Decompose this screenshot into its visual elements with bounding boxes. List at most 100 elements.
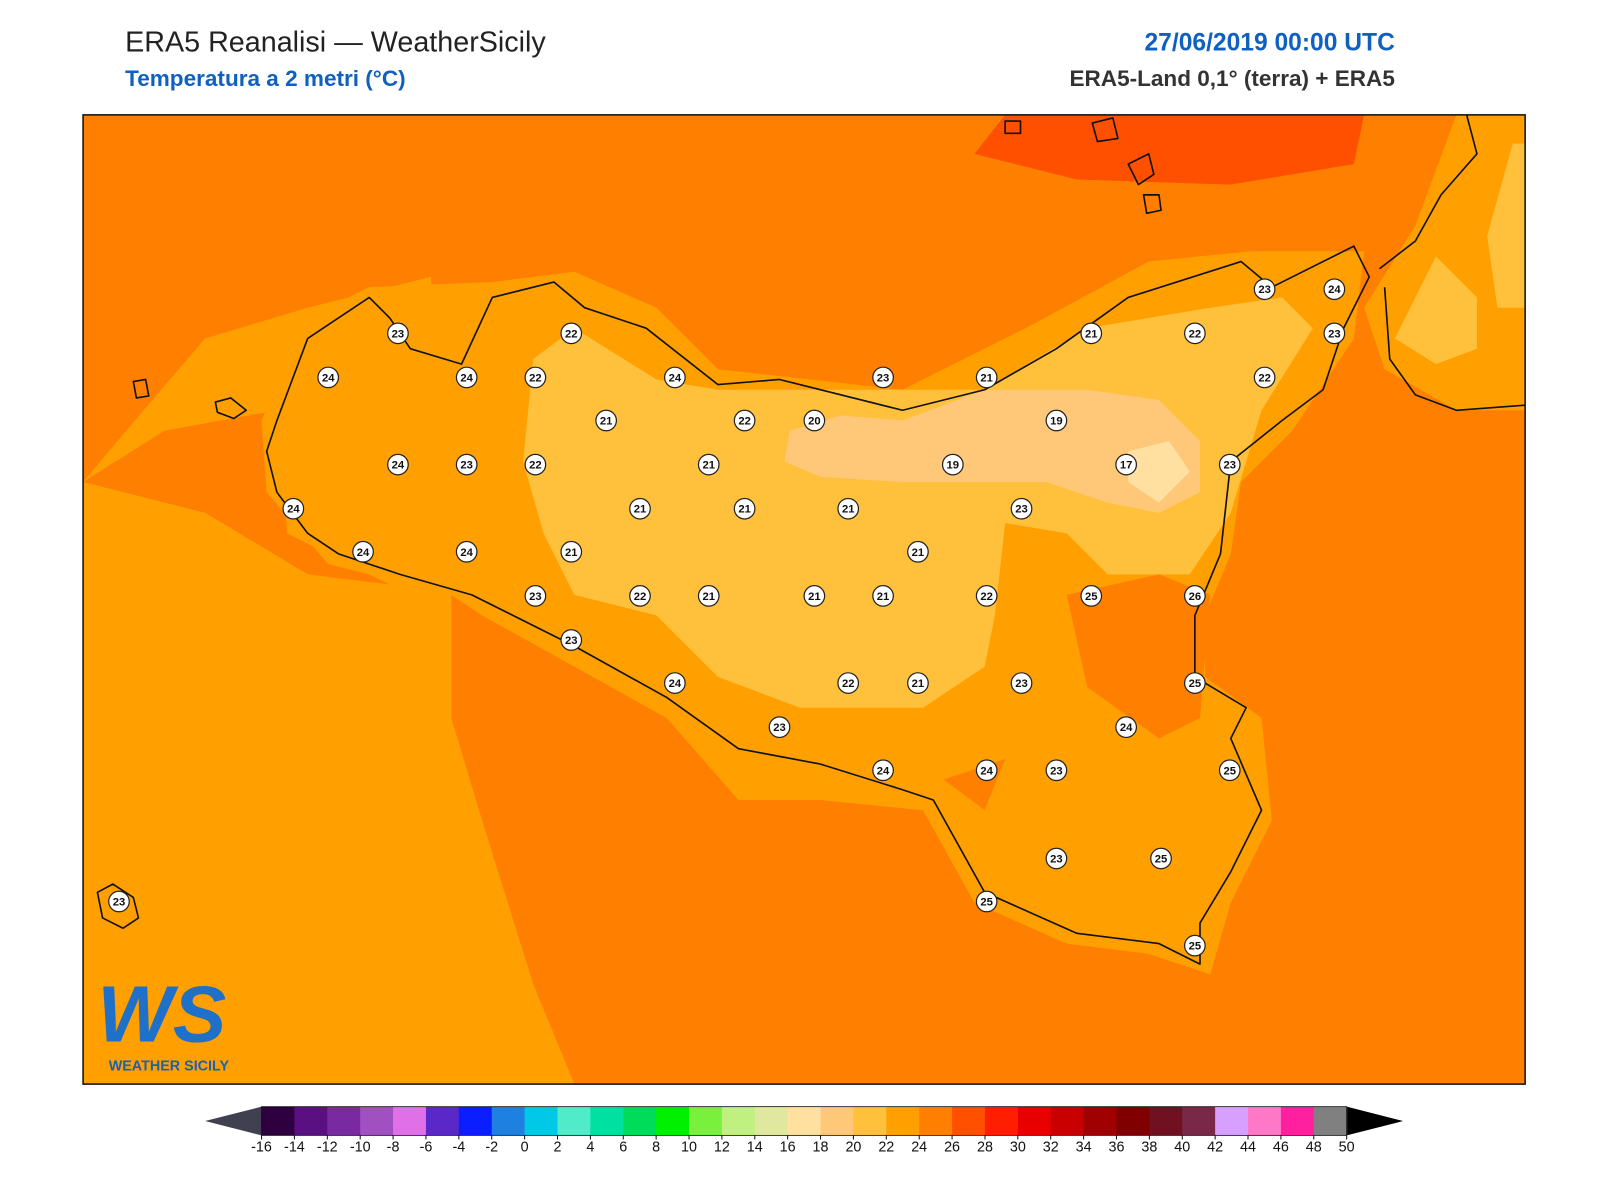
colorbar-box [1017, 1106, 1052, 1136]
station-value: 22 [565, 328, 578, 340]
station-value: 23 [113, 897, 126, 909]
station-marker [907, 540, 929, 563]
colorbar-tick-label: -12 [317, 1139, 338, 1155]
colorbar-box [787, 1106, 822, 1136]
station-value: 21 [634, 504, 647, 516]
station-value: 17 [1120, 460, 1133, 472]
colorbar-box [754, 1106, 789, 1136]
station-value: 21 [600, 416, 613, 428]
station-value: 21 [912, 678, 925, 690]
field-18-20 [784, 389, 1200, 513]
station-value: 24 [357, 547, 370, 559]
station-value: 26 [1189, 591, 1202, 603]
colorbar-box [721, 1106, 756, 1136]
station-marker [524, 366, 547, 389]
station-value: 25 [980, 897, 993, 909]
colorbar-tick-label: 16 [780, 1139, 796, 1155]
station-marker [524, 453, 547, 476]
station-marker [663, 366, 686, 389]
station-value: 23 [1050, 765, 1063, 777]
station-marker [1045, 759, 1068, 782]
station-value: 21 [1085, 328, 1098, 340]
station-marker [1183, 672, 1206, 694]
colorbar-tick-label: 48 [1306, 1139, 1322, 1155]
station-marker [108, 890, 130, 913]
station-value: 25 [1155, 853, 1168, 865]
colorbar-box [393, 1106, 427, 1136]
station-marker [768, 716, 791, 739]
station-value: 24 [392, 460, 405, 472]
station-marker [455, 366, 478, 389]
colorbar: -16 -14 -12 -10 -8 -6 -4 -2 0 2 4 6 8 10 12 14 16 18 20 22 2… [205, 1106, 1404, 1155]
station-value: 24 [980, 765, 993, 777]
station-value: 24 [1120, 722, 1133, 734]
colorbar-box [425, 1106, 460, 1136]
field-24-26 [83, 410, 390, 585]
station-value: 24 [877, 765, 890, 777]
station-value: 24 [669, 372, 682, 384]
station-value: 22 [738, 416, 751, 428]
colorbar-tick-label: 2 [553, 1139, 561, 1155]
station-value: 22 [634, 591, 647, 603]
colorbar-over [1346, 1106, 1404, 1136]
station-value: 21 [702, 460, 715, 472]
station-value: 23 [1258, 284, 1271, 296]
station-marker [803, 585, 826, 607]
station-marker [1115, 453, 1138, 476]
colorbar-frame [261, 1106, 1348, 1136]
station-marker [1183, 322, 1206, 345]
station-marker [975, 366, 998, 389]
station-value: 21 [877, 591, 890, 603]
colorbar-tick-label: 46 [1273, 1139, 1289, 1155]
station-marker [697, 453, 720, 476]
station-marker [1183, 934, 1206, 957]
station-marker [975, 890, 998, 913]
station-marker [352, 540, 374, 563]
station-marker [1115, 716, 1138, 739]
station-value: 25 [1189, 941, 1202, 953]
colorbar-tick-label: 0 [521, 1139, 529, 1155]
colorbar-tick-label: 6 [619, 1139, 627, 1155]
station-marker [1253, 366, 1276, 389]
colorbar-box [1280, 1106, 1315, 1136]
colorbar-box [590, 1106, 624, 1136]
colorbar-box [1149, 1106, 1183, 1136]
colorbar-box [327, 1106, 361, 1136]
colorbar-box [1116, 1106, 1150, 1136]
station-marker [560, 629, 583, 651]
station-marker [1323, 322, 1346, 345]
station-marker [524, 585, 547, 607]
station-marker [1080, 585, 1103, 607]
colorbar-under [205, 1106, 262, 1136]
logo-mark: WS [97, 970, 226, 1059]
station-marker [697, 585, 720, 607]
station-marker [1010, 672, 1033, 694]
station-marker [975, 585, 998, 607]
station-value: 25 [1223, 765, 1236, 777]
logo-text: WEATHER SICILY [109, 1058, 230, 1074]
station-marker [1080, 322, 1103, 345]
station-marker [629, 585, 651, 607]
field-26-28 [974, 114, 1365, 185]
colorbar-box [294, 1106, 328, 1136]
station-marker [560, 322, 583, 345]
field-20-22 [1394, 256, 1477, 365]
station-value: 23 [460, 460, 473, 472]
colorbar-tick-label: 8 [652, 1139, 660, 1155]
station-marker [455, 453, 478, 476]
colorbar-tick-label: 40 [1174, 1139, 1190, 1155]
station-marker [837, 672, 860, 694]
island [132, 117, 1162, 420]
station-marker [282, 497, 305, 520]
station-value: 21 [808, 591, 821, 603]
map-frame [82, 114, 1526, 1085]
colorbar-tick-label: 4 [586, 1139, 594, 1155]
station-value: 23 [565, 635, 578, 647]
colorbar-tick-label: 36 [1109, 1139, 1125, 1155]
station-marker [1218, 453, 1241, 476]
station-value: 24 [322, 372, 335, 384]
logo: WS WEATHER SICILY [97, 970, 229, 1075]
station-value: 19 [1050, 416, 1063, 428]
station-value: 21 [702, 591, 715, 603]
